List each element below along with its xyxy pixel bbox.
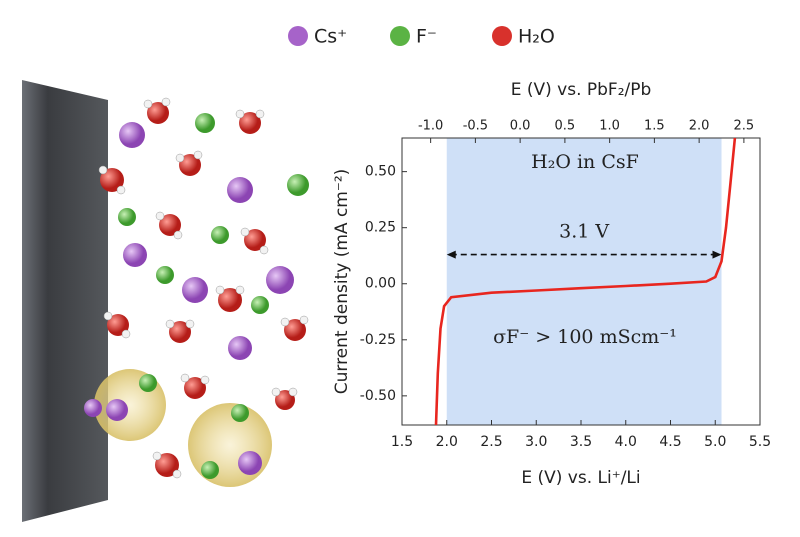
electrode bbox=[22, 80, 108, 522]
stability-window bbox=[446, 138, 722, 425]
y-tick-label: 0.50 bbox=[365, 164, 396, 180]
x-tick-label: 3.5 bbox=[570, 434, 592, 450]
series-label: H₂O in CsF bbox=[531, 151, 639, 173]
x-axis-label: E (V) vs. Li⁺/Li bbox=[521, 468, 640, 488]
x2-tick-label: -0.5 bbox=[463, 119, 488, 134]
x-tick-label: 5.5 bbox=[749, 434, 771, 450]
y-tick-label: 0.25 bbox=[365, 220, 396, 236]
x-tick-label: 2.0 bbox=[436, 434, 458, 450]
legend-marker bbox=[288, 26, 308, 46]
x2-tick-label: 2.5 bbox=[734, 119, 755, 134]
legend: Cs⁺ F⁻ H₂O bbox=[288, 26, 555, 48]
x2-tick-label: 0.5 bbox=[555, 119, 576, 134]
legend-marker bbox=[390, 26, 410, 46]
y-tick-label: -0.50 bbox=[360, 388, 396, 404]
illustration bbox=[22, 80, 309, 522]
x-tick-label: 1.5 bbox=[391, 434, 413, 450]
x2-tick-label: 1.5 bbox=[644, 119, 665, 134]
legend-label: F⁻ bbox=[416, 26, 437, 48]
x2-axis-label: E (V) vs. PbF₂/Pb bbox=[511, 80, 652, 100]
legend-marker bbox=[492, 26, 512, 46]
cs-ions bbox=[84, 122, 294, 475]
x-tick-label: 5.0 bbox=[704, 434, 726, 450]
legend-label: Cs⁺ bbox=[314, 26, 347, 48]
x-tick-label: 3.0 bbox=[525, 434, 547, 450]
arrow-head bbox=[712, 250, 722, 259]
x-tick-label: 4.5 bbox=[659, 434, 681, 450]
x-tick-label: 4.0 bbox=[615, 434, 637, 450]
y-axis-label: Current density (mA cm⁻²) bbox=[332, 169, 352, 395]
x-tick-label: 2.5 bbox=[480, 434, 502, 450]
conductivity-annotation: σF⁻ > 100 mScm⁻¹ bbox=[493, 326, 677, 348]
f-ions bbox=[118, 113, 309, 479]
y-tick-label: 0.00 bbox=[365, 276, 396, 292]
arrow-label: 3.1 V bbox=[559, 221, 609, 243]
x2-tick-label: 0.0 bbox=[510, 119, 531, 134]
x2-tick-label: -1.0 bbox=[418, 119, 443, 134]
arrow-head bbox=[446, 250, 456, 259]
x2-tick-label: 1.0 bbox=[599, 119, 620, 134]
x2-tick-label: 2.0 bbox=[689, 119, 710, 134]
y-tick-label: -0.25 bbox=[360, 332, 396, 348]
legend-label: H₂O bbox=[518, 26, 555, 48]
water-molecules bbox=[98, 97, 309, 479]
solvation-shell bbox=[188, 403, 272, 487]
current-curve bbox=[434, 137, 737, 426]
